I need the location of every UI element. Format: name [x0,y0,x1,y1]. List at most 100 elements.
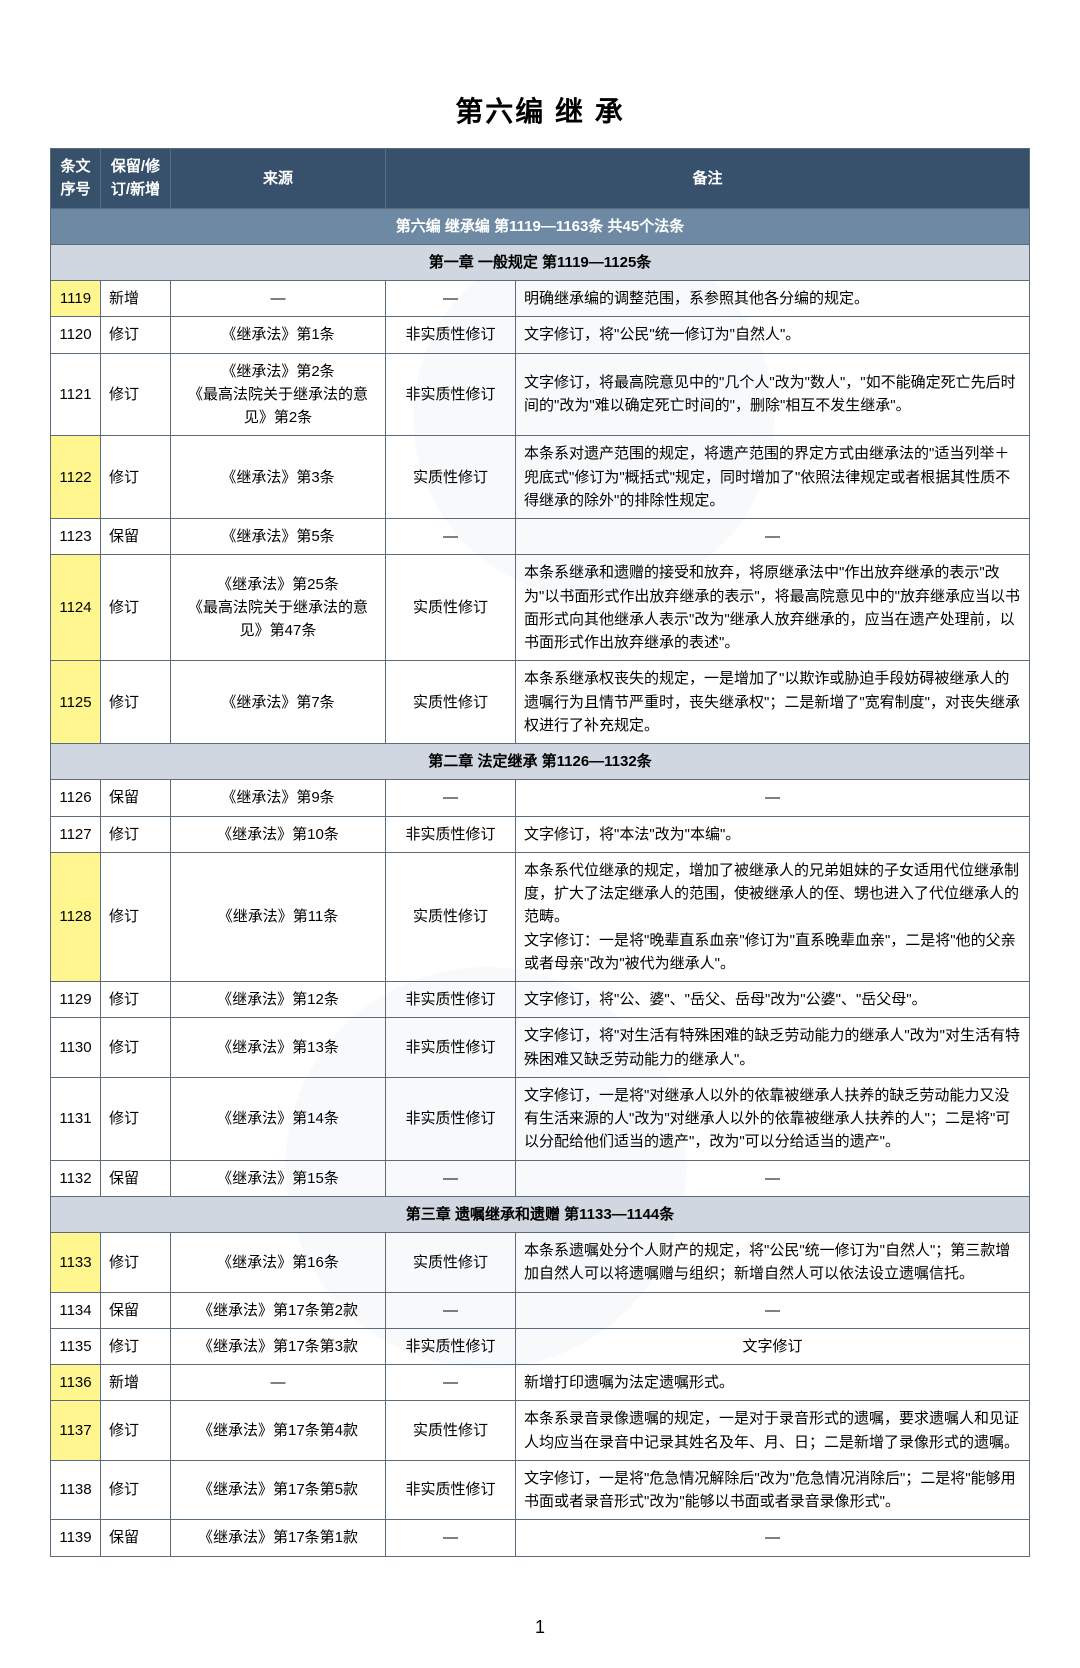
table-row: 1130 修订 《继承法》第13条 非实质性修订 文字修订，将"对生活有特殊困难… [51,1018,1030,1078]
table-row: 1124 修订 《继承法》第25条《最高法院关于继承法的意见》第47条 实质性修… [51,555,1030,661]
table-header-row: 条文序号 保留/修订/新增 来源 备注 [51,149,1030,209]
cell-type: 保留 [101,1520,171,1556]
cell-type: 修订 [101,1233,171,1293]
cell-type: 新增 [101,1365,171,1401]
table-row: 1136 新增 — — 新增打印遗嘱为法定遗嘱形式。 [51,1365,1030,1401]
cell-num: 1126 [51,780,101,816]
cell-rev: 非实质性修订 [386,816,516,852]
cell-rev: 非实质性修订 [386,317,516,353]
cell-num: 1122 [51,436,101,519]
cell-type: 修订 [101,982,171,1018]
chapter-1-text: 第一章 一般规定 第1119—1125条 [51,244,1030,280]
section-header-text: 第六编 继承编 第1119—1163条 共45个法条 [51,208,1030,244]
cell-note: — [516,780,1030,816]
cell-note: 本条系继承权丧失的规定，一是增加了"以欺诈或胁迫手段妨碍被继承人的遗嘱行为且情节… [516,661,1030,744]
cell-num: 1133 [51,1233,101,1293]
cell-num: 1138 [51,1460,101,1520]
cell-src: 《继承法》第7条 [171,661,386,744]
col-note: 备注 [386,149,1030,209]
cell-src: 《继承法》第16条 [171,1233,386,1293]
cell-src: 《继承法》第3条 [171,436,386,519]
cell-rev: — [386,1160,516,1196]
cell-note: — [516,1292,1030,1328]
cell-type: 修订 [101,353,171,436]
cell-type: 保留 [101,519,171,555]
cell-note: 文字修订，将"本法"改为"本编"。 [516,816,1030,852]
chapter-2-text: 第二章 法定继承 第1126—1132条 [51,744,1030,780]
page-number: 1 [50,1617,1030,1638]
page-title: 第六编 继 承 [50,90,1030,130]
cell-rev: 实质性修订 [386,1233,516,1293]
cell-rev: — [386,1520,516,1556]
cell-type: 修订 [101,1328,171,1364]
cell-num: 1128 [51,852,101,981]
cell-type: 保留 [101,780,171,816]
chapter-header-1: 第一章 一般规定 第1119—1125条 [51,244,1030,280]
table-row: 1138 修订 《继承法》第17条第5款 非实质性修订 文字修订，一是将"危急情… [51,1460,1030,1520]
table-row: 1135 修订 《继承法》第17条第3款 非实质性修订 文字修订 [51,1328,1030,1364]
chapter-3-text: 第三章 遗嘱继承和遗赠 第1133—1144条 [51,1196,1030,1232]
cell-src: 《继承法》第10条 [171,816,386,852]
cell-src: 《继承法》第2条《最高法院关于继承法的意见》第2条 [171,353,386,436]
cell-note: 本条系对遗产范围的规定，将遗产范围的界定方式由继承法的"适当列举＋兜底式"修订为… [516,436,1030,519]
cell-note: 文字修订，一是将"危急情况解除后"改为"危急情况消除后"；二是将"能够用书面或者… [516,1460,1030,1520]
cell-type: 新增 [101,281,171,317]
cell-src: 《继承法》第1条 [171,317,386,353]
table-row: 1123 保留 《继承法》第5条 — — [51,519,1030,555]
cell-type: 修订 [101,1401,171,1461]
cell-rev: 实质性修订 [386,852,516,981]
table-row: 1120 修订 《继承法》第1条 非实质性修订 文字修订，将"公民"统一修订为"… [51,317,1030,353]
cell-num: 1139 [51,1520,101,1556]
col-article-num: 条文序号 [51,149,101,209]
cell-type: 修订 [101,661,171,744]
cell-rev: — [386,519,516,555]
cell-note: — [516,1160,1030,1196]
cell-type: 修订 [101,555,171,661]
cell-src: — [171,1365,386,1401]
cell-src: 《继承法》第17条第1款 [171,1520,386,1556]
chapter-header-3: 第三章 遗嘱继承和遗赠 第1133—1144条 [51,1196,1030,1232]
cell-type: 修订 [101,852,171,981]
cell-src: 《继承法》第12条 [171,982,386,1018]
cell-note: — [516,1520,1030,1556]
cell-num: 1136 [51,1365,101,1401]
cell-note: 本条系录音录像遗嘱的规定，一是对于录音形式的遗嘱，要求遗嘱人和见证人均应当在录音… [516,1401,1030,1461]
cell-type: 修订 [101,816,171,852]
chapter-header-2: 第二章 法定继承 第1126—1132条 [51,744,1030,780]
cell-num: 1132 [51,1160,101,1196]
cell-rev: — [386,1365,516,1401]
cell-note: 文字修订，将"对生活有特殊困难的缺乏劳动能力的继承人"改为"对生活有特殊困难又缺… [516,1018,1030,1078]
cell-num: 1120 [51,317,101,353]
table-row: 1125 修订 《继承法》第7条 实质性修订 本条系继承权丧失的规定，一是增加了… [51,661,1030,744]
cell-src: 《继承法》第14条 [171,1077,386,1160]
cell-src: 《继承法》第17条第4款 [171,1401,386,1461]
col-source: 来源 [171,149,386,209]
cell-src: 《继承法》第17条第2款 [171,1292,386,1328]
cell-num: 1129 [51,982,101,1018]
cell-type: 保留 [101,1160,171,1196]
cell-type: 保留 [101,1292,171,1328]
cell-rev: 实质性修订 [386,661,516,744]
cell-rev: — [386,1292,516,1328]
cell-src: 《继承法》第13条 [171,1018,386,1078]
cell-rev: — [386,281,516,317]
table-row: 1126 保留 《继承法》第9条 — — [51,780,1030,816]
col-type: 保留/修订/新增 [101,149,171,209]
cell-note: 明确继承编的调整范围，系参照其他各分编的规定。 [516,281,1030,317]
table-row: 1121 修订 《继承法》第2条《最高法院关于继承法的意见》第2条 非实质性修订… [51,353,1030,436]
cell-src: 《继承法》第15条 [171,1160,386,1196]
cell-note: 文字修订，将"公民"统一修订为"自然人"。 [516,317,1030,353]
cell-src: 《继承法》第17条第5款 [171,1460,386,1520]
cell-rev: 非实质性修订 [386,353,516,436]
cell-src: 《继承法》第25条《最高法院关于继承法的意见》第47条 [171,555,386,661]
table-row: 1134 保留 《继承法》第17条第2款 — — [51,1292,1030,1328]
table-row: 1122 修订 《继承法》第3条 实质性修订 本条系对遗产范围的规定，将遗产范围… [51,436,1030,519]
cell-rev: 非实质性修订 [386,1077,516,1160]
cell-type: 修订 [101,317,171,353]
cell-num: 1119 [51,281,101,317]
cell-note: 文字修订，将最高院意见中的"几个人"改为"数人"，"如不能确定死亡先后时间的"改… [516,353,1030,436]
cell-note: 本条系代位继承的规定，增加了被继承人的兄弟姐妹的子女适用代位继承制度，扩大了法定… [516,852,1030,981]
table-row: 1133 修订 《继承法》第16条 实质性修订 本条系遗嘱处分个人财产的规定，将… [51,1233,1030,1293]
table-row: 1129 修订 《继承法》第12条 非实质性修订 文字修订，将"公、婆"、"岳父… [51,982,1030,1018]
cell-type: 修订 [101,1018,171,1078]
